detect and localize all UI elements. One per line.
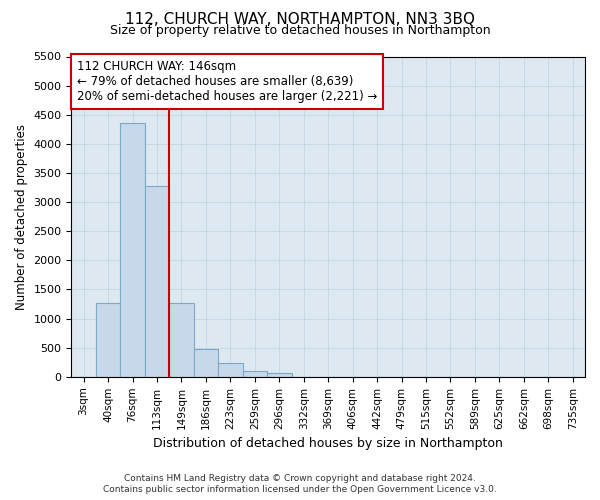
Text: Contains HM Land Registry data © Crown copyright and database right 2024.
Contai: Contains HM Land Registry data © Crown c…	[103, 474, 497, 494]
Bar	[267, 373, 292, 377]
Bar	[145, 186, 169, 377]
Text: 112 CHURCH WAY: 146sqm
← 79% of detached houses are smaller (8,639)
20% of semi-: 112 CHURCH WAY: 146sqm ← 79% of detached…	[77, 60, 377, 102]
Bar	[242, 371, 267, 377]
Bar	[218, 364, 242, 377]
Text: Size of property relative to detached houses in Northampton: Size of property relative to detached ho…	[110, 24, 490, 37]
Bar	[194, 349, 218, 377]
Bar	[169, 303, 194, 377]
Text: 112, CHURCH WAY, NORTHAMPTON, NN3 3BQ: 112, CHURCH WAY, NORTHAMPTON, NN3 3BQ	[125, 12, 475, 26]
Y-axis label: Number of detached properties: Number of detached properties	[15, 124, 28, 310]
X-axis label: Distribution of detached houses by size in Northampton: Distribution of detached houses by size …	[153, 437, 503, 450]
Bar	[121, 124, 145, 377]
Bar	[96, 303, 121, 377]
